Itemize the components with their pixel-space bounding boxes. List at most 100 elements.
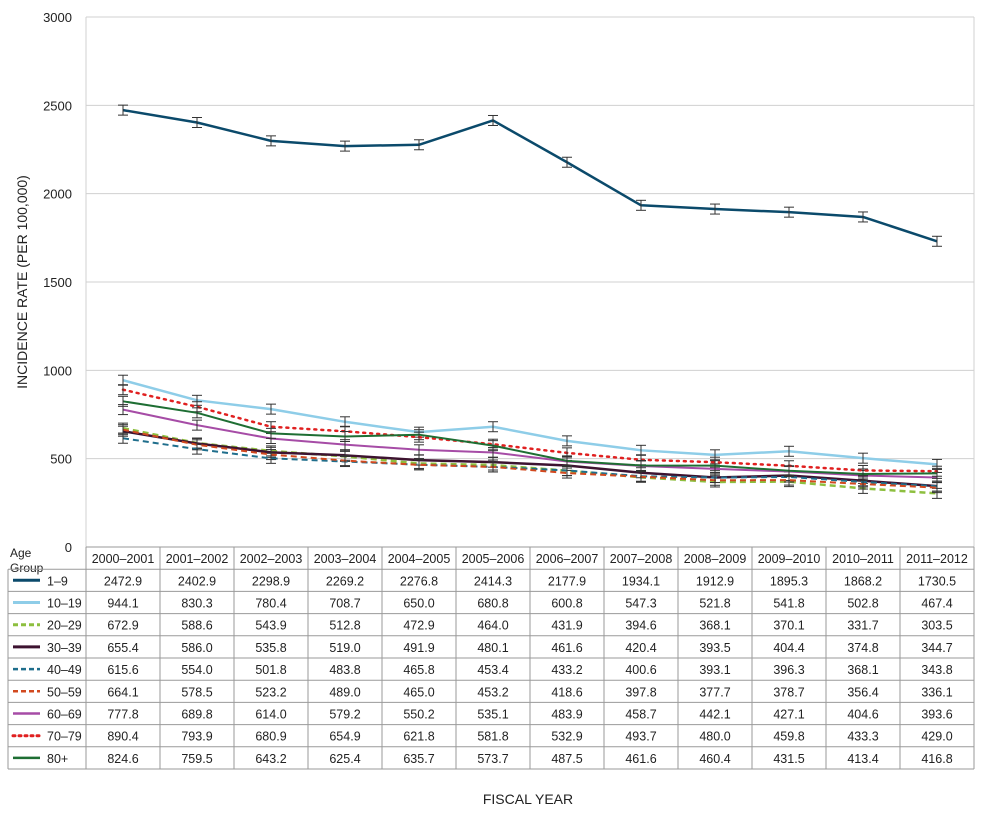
data-label: 331.7 (847, 619, 878, 633)
data-label: 689.8 (181, 708, 212, 722)
x-tick-label: 2009–2010 (758, 552, 821, 566)
legend-label: 40–49 (47, 663, 82, 677)
data-label: 2177.9 (548, 574, 586, 588)
data-label: 535.8 (255, 641, 286, 655)
x-tick-label: 2001–2002 (166, 552, 229, 566)
legend-label: 20–29 (47, 619, 82, 633)
data-label: 502.8 (847, 597, 878, 611)
x-tick-label: 2005–2006 (462, 552, 525, 566)
data-label: 303.5 (921, 619, 952, 633)
data-label: 370.1 (773, 619, 804, 633)
data-label: 461.6 (551, 641, 582, 655)
data-label: 1895.3 (770, 574, 808, 588)
x-tick-label: 2002–2003 (240, 552, 303, 566)
series-line-4 (122, 437, 938, 488)
legend-label: 70–79 (47, 730, 82, 744)
data-label: 461.6 (625, 752, 656, 766)
data-label: 600.8 (551, 597, 582, 611)
data-label: 480.1 (477, 641, 508, 655)
data-label: 890.4 (107, 730, 138, 744)
data-label: 2269.2 (326, 574, 364, 588)
data-label: 343.8 (921, 663, 952, 677)
data-label: 368.1 (847, 663, 878, 677)
data-label: 543.9 (255, 619, 286, 633)
series-line-5 (122, 428, 938, 489)
data-label: 1934.1 (622, 574, 660, 588)
data-label: 487.5 (551, 752, 582, 766)
data-label: 393.5 (699, 641, 730, 655)
legend-label: 30–39 (47, 641, 82, 655)
data-label: 579.2 (329, 708, 360, 722)
data-label: 491.9 (403, 641, 434, 655)
data-label: 460.4 (699, 752, 730, 766)
data-label: 465.0 (403, 685, 434, 699)
data-label: 378.7 (773, 685, 804, 699)
data-label: 368.1 (699, 619, 730, 633)
data-label: 672.9 (107, 619, 138, 633)
y-tick-label: 2000 (43, 187, 72, 202)
data-label: 413.4 (847, 752, 878, 766)
data-label: 374.8 (847, 641, 878, 655)
x-axis-label: FISCAL YEAR (483, 791, 573, 807)
data-label: 397.8 (625, 685, 656, 699)
x-tick-label: 2007–2008 (610, 552, 673, 566)
data-label: 547.3 (625, 597, 656, 611)
data-label: 427.1 (773, 708, 804, 722)
x-tick-label: 2000–2001 (92, 552, 155, 566)
data-label: 433.2 (551, 663, 582, 677)
data-label: 420.4 (625, 641, 656, 655)
y-tick-label: 2500 (43, 98, 72, 113)
y-tick-label: 500 (50, 452, 72, 467)
data-label: 356.4 (847, 685, 878, 699)
data-label: 416.8 (921, 752, 952, 766)
data-label: 396.3 (773, 663, 804, 677)
series-line-3 (122, 429, 938, 488)
data-label: 453.4 (477, 663, 508, 677)
legend-title: Age Group (10, 546, 44, 575)
data-label: 433.3 (847, 730, 878, 744)
series-line-1 (122, 379, 938, 466)
y-tick-label: 3000 (43, 10, 72, 25)
data-label: 759.5 (181, 752, 212, 766)
y-tick-label: 1500 (43, 275, 72, 290)
data-label: 465.8 (403, 663, 434, 677)
data-label: 578.5 (181, 685, 212, 699)
data-label: 394.6 (625, 619, 656, 633)
data-label: 550.2 (403, 708, 434, 722)
data-label: 680.9 (255, 730, 286, 744)
data-label: 521.8 (699, 597, 730, 611)
data-label: 581.8 (477, 730, 508, 744)
x-tick-label: 2008–2009 (684, 552, 747, 566)
series-line-0 (122, 108, 938, 243)
data-label: 643.2 (255, 752, 286, 766)
data-label: 535.1 (477, 708, 508, 722)
data-label: 501.8 (255, 663, 286, 677)
data-label: 393.1 (699, 663, 730, 677)
data-label: 336.1 (921, 685, 952, 699)
data-label: 2472.9 (104, 574, 142, 588)
data-label: 467.4 (921, 597, 952, 611)
data-label: 635.7 (403, 752, 434, 766)
data-label: 344.7 (921, 641, 952, 655)
data-label: 512.8 (329, 619, 360, 633)
data-label: 442.1 (699, 708, 730, 722)
data-label: 483.8 (329, 663, 360, 677)
data-label: 458.7 (625, 708, 656, 722)
data-label: 554.0 (181, 663, 212, 677)
data-label: 400.6 (625, 663, 656, 677)
data-label: 404.4 (773, 641, 804, 655)
legend-label: 60–69 (47, 708, 82, 722)
data-label: 615.6 (107, 663, 138, 677)
data-label: 453.2 (477, 685, 508, 699)
x-tick-label: 2003–2004 (314, 552, 377, 566)
data-label: 418.6 (551, 685, 582, 699)
data-label: 431.5 (773, 752, 804, 766)
data-label: 650.0 (403, 597, 434, 611)
data-label: 431.9 (551, 619, 582, 633)
data-label: 708.7 (329, 597, 360, 611)
data-label: 493.7 (625, 730, 656, 744)
y-tick-label: 0 (65, 540, 72, 555)
data-label: 480.0 (699, 730, 730, 744)
x-tick-label: 2010–2011 (832, 552, 894, 566)
data-label: 588.6 (181, 619, 212, 633)
